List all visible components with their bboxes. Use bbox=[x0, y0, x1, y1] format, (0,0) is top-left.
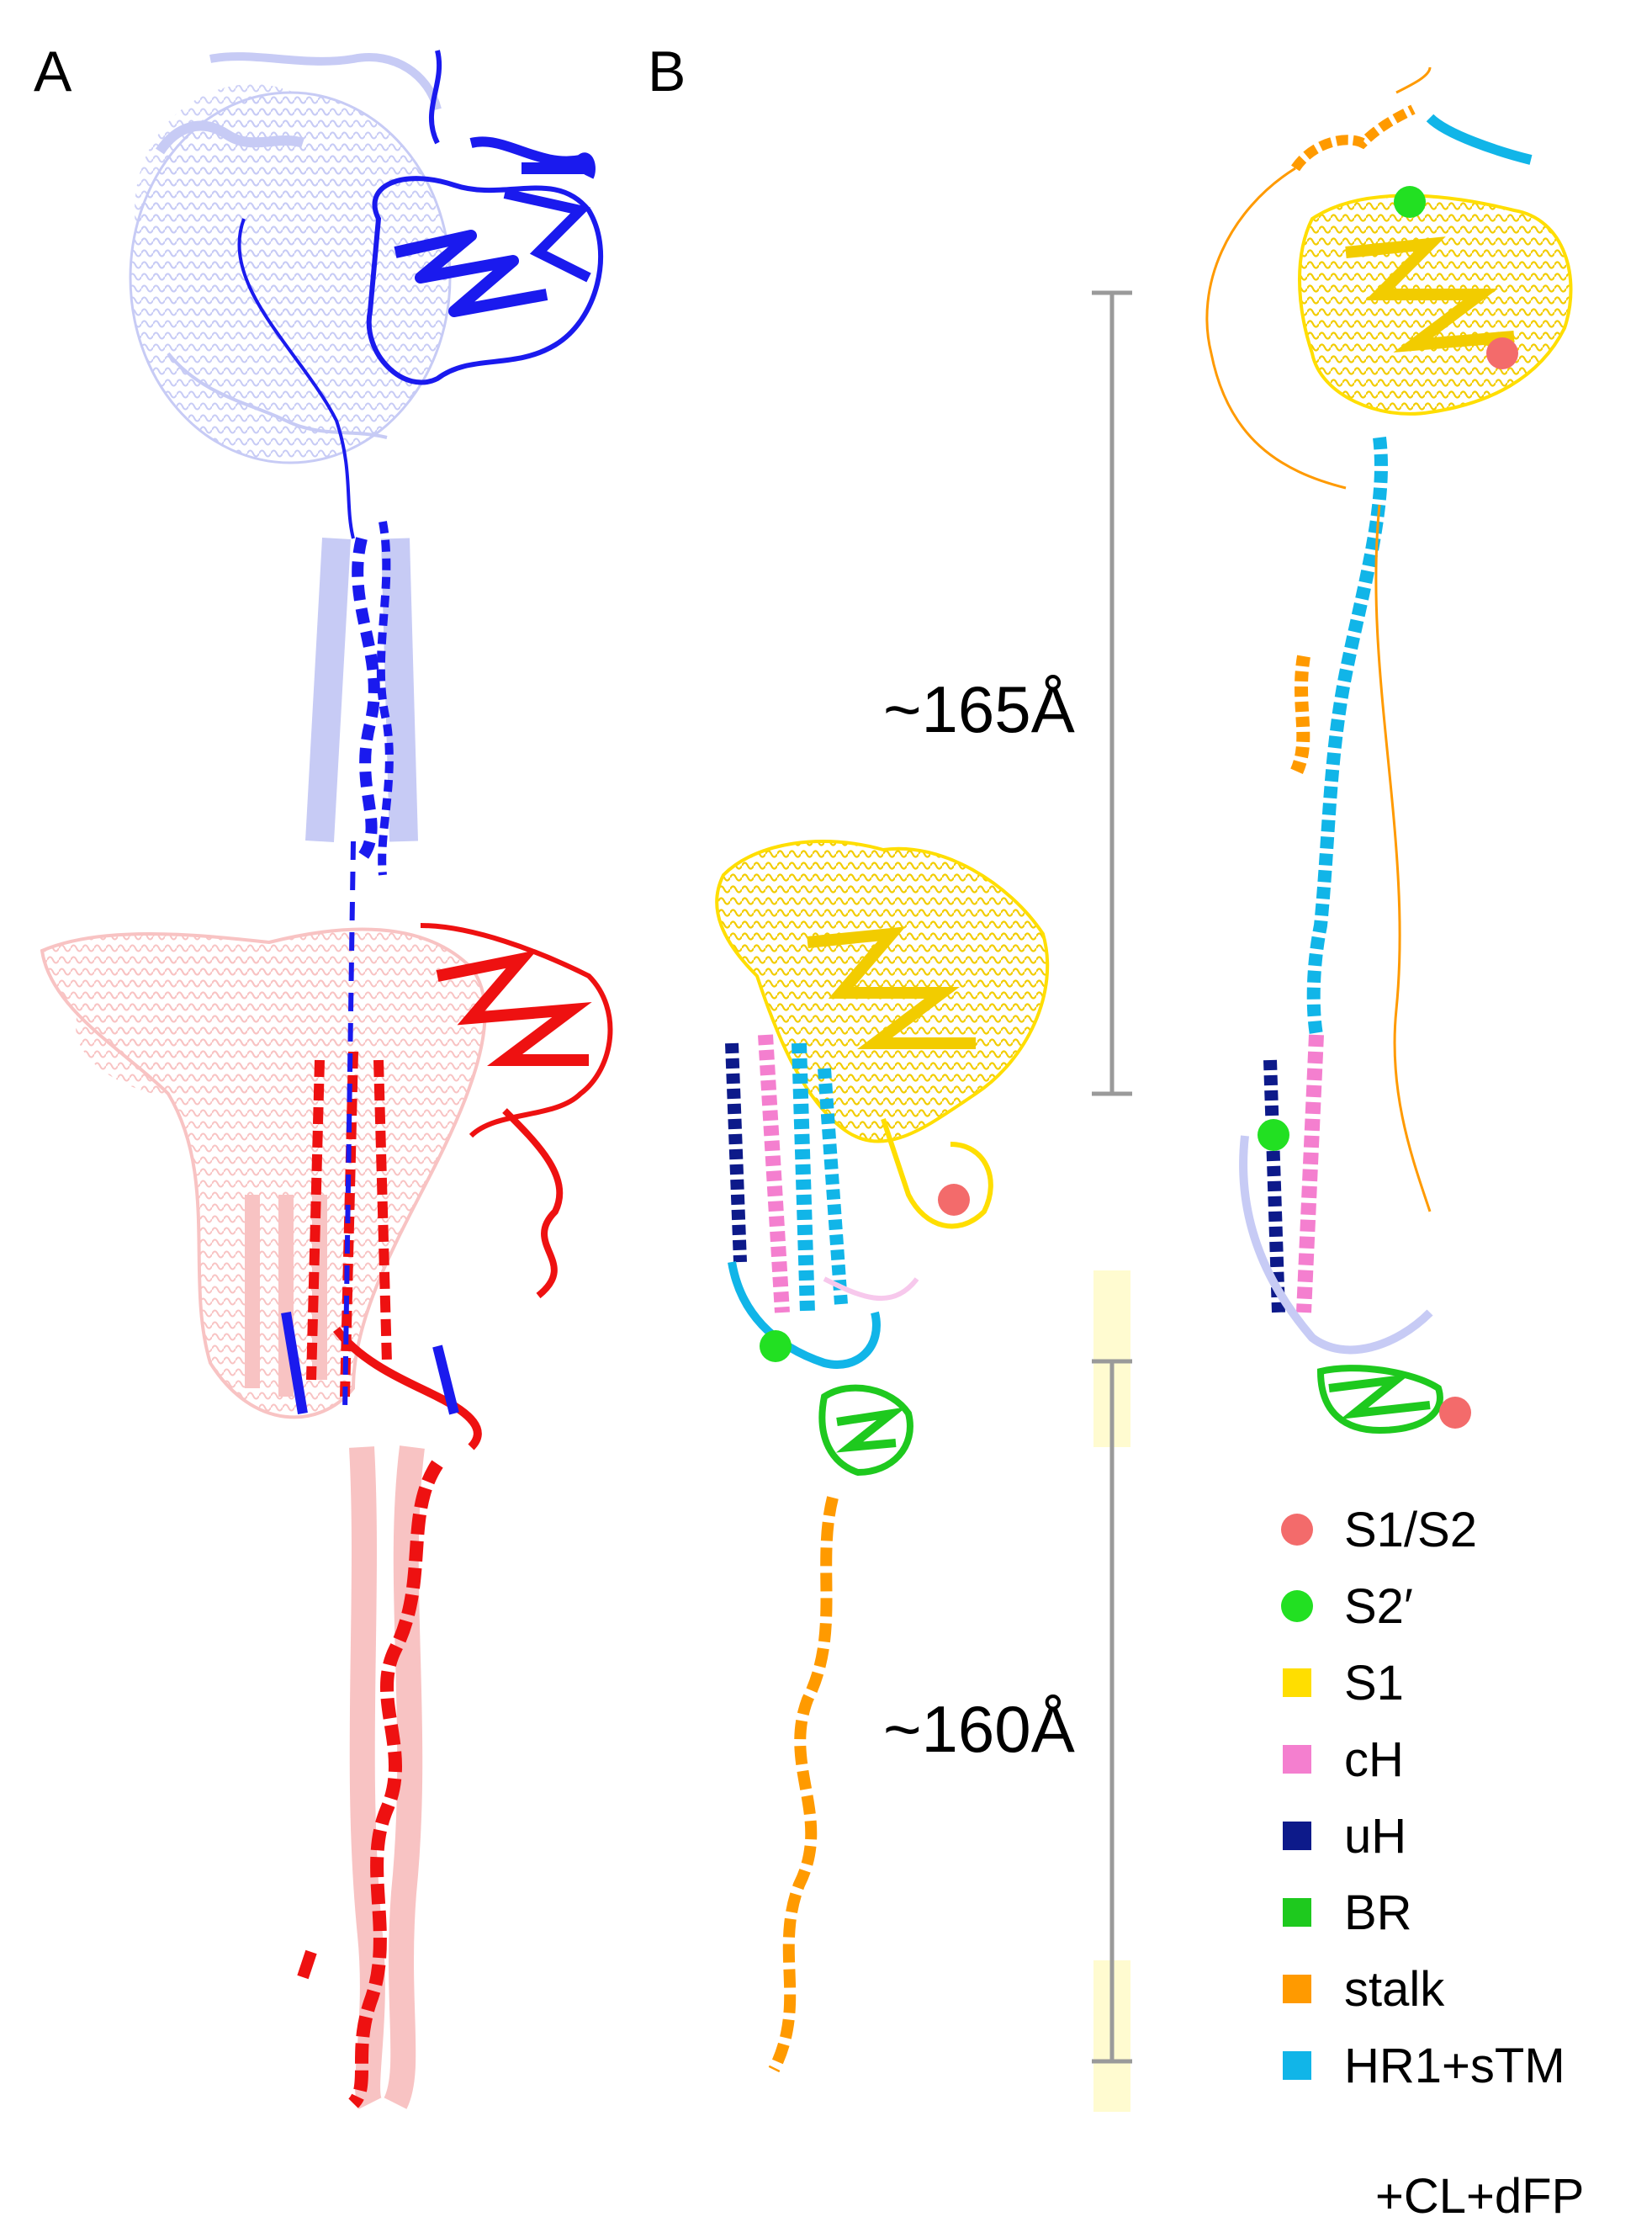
s2-prime-site-dot bbox=[760, 1330, 792, 1362]
measurement-label-lower: ~160Å bbox=[883, 1692, 1075, 1766]
legend-label-continuation: +CL+dFP bbox=[1375, 2169, 1584, 2224]
legend-marker bbox=[1281, 1514, 1313, 1546]
legend-marker bbox=[1283, 1822, 1311, 1850]
s1-s2-site-dot bbox=[1486, 337, 1518, 369]
s1-s2-site-dot bbox=[1439, 1397, 1471, 1429]
panel-label-a: A bbox=[34, 40, 72, 103]
legend-label: S2′ bbox=[1344, 1579, 1413, 1634]
s1-s2-site-dot bbox=[938, 1184, 970, 1216]
legend-marker bbox=[1283, 2051, 1311, 2080]
panel-a-upper-stalk bbox=[305, 521, 418, 876]
legend-label: uH bbox=[1344, 1809, 1406, 1864]
s2-prime-site-dot bbox=[1394, 186, 1426, 218]
prefusion-s1-domain bbox=[715, 840, 1050, 1229]
panel-a-s1-protomer-dark bbox=[237, 50, 604, 539]
legend-marker bbox=[1283, 1668, 1311, 1697]
legend-marker bbox=[1283, 1898, 1311, 1927]
legend-label: HR1+sTM bbox=[1344, 2039, 1565, 2093]
prefusion-helix-bundle bbox=[725, 1034, 919, 1369]
panel-b-prefusion-molecule bbox=[715, 840, 1050, 2073]
legend-label: cH bbox=[1344, 1732, 1404, 1787]
legend-marker bbox=[1283, 1975, 1311, 2003]
legend-marker bbox=[1283, 1745, 1311, 1774]
panel-a-s1-head-light bbox=[129, 52, 452, 464]
extended-top-loops bbox=[1205, 66, 1533, 490]
legend-label: S1/S2 bbox=[1344, 1503, 1477, 1557]
panel-b-extended-molecule bbox=[1205, 66, 1573, 1435]
panel-a-middle-dark-red bbox=[281, 841, 613, 1450]
panel-a-middle-light-red bbox=[40, 927, 487, 1419]
scale-bar-lower bbox=[1092, 1359, 1132, 2064]
extended-br-domain bbox=[1316, 1365, 1443, 1435]
legend-marker bbox=[1281, 1590, 1313, 1622]
legend-label: S1 bbox=[1344, 1656, 1404, 1710]
panel-a-trimer-structure bbox=[40, 50, 613, 2109]
extended-s1-domain bbox=[1298, 194, 1573, 416]
s2-prime-site-dot bbox=[1258, 1119, 1289, 1151]
panel-a-lower-stalk bbox=[297, 1445, 443, 2109]
extended-long-helix bbox=[1239, 437, 1433, 1355]
scale-bar-upper bbox=[1092, 290, 1132, 1096]
panel-label-b: B bbox=[648, 40, 686, 103]
legend: S1/S2 S2′ S1 cH uH BR stalk HR1+sTM bbox=[1281, 1503, 1565, 2093]
measurement-label-upper: ~165Å bbox=[883, 672, 1075, 746]
prefusion-br-domain bbox=[818, 1384, 913, 1477]
prefusion-stalk bbox=[768, 1496, 839, 2073]
legend-label: BR bbox=[1344, 1885, 1412, 1940]
legend-label: stalk bbox=[1344, 1962, 1445, 2017]
